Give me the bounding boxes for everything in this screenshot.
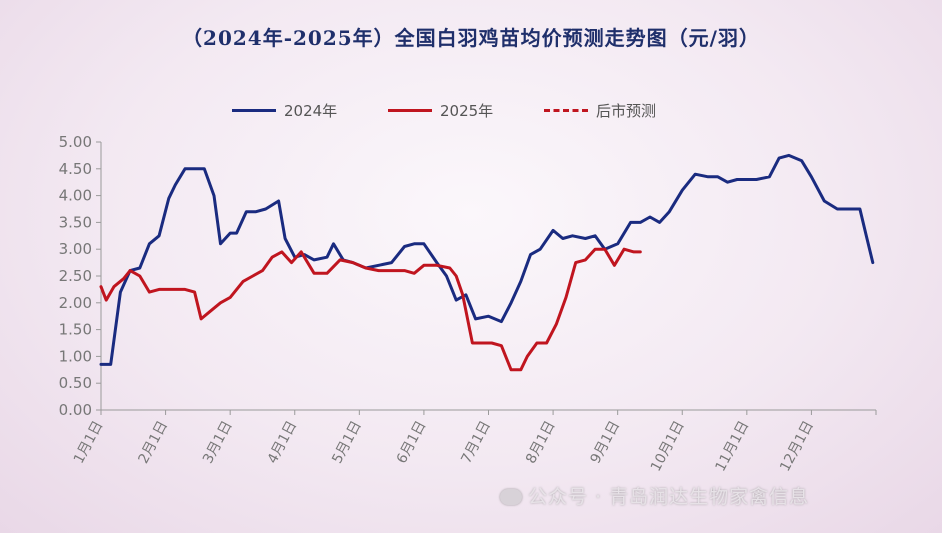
x-tick-label: 8月1日	[523, 418, 559, 466]
y-tick-label: 4.00	[59, 187, 92, 205]
x-tick-label: 2月1日	[135, 418, 171, 466]
x-tick-label: 5月1日	[329, 418, 365, 466]
legend-item-forecast: 后市预测	[544, 100, 656, 121]
y-tick-label: 1.00	[59, 347, 92, 365]
legend-swatch-2024	[232, 109, 276, 112]
y-tick-label: 0.50	[59, 374, 92, 392]
legend-swatch-2025	[388, 109, 432, 112]
y-tick-label: 3.00	[59, 240, 92, 258]
legend-swatch-forecast	[544, 109, 588, 112]
x-tick-label: 1月1日	[71, 418, 107, 466]
y-tick-label: 0.00	[59, 401, 92, 419]
x-tick-label: 11月1日	[713, 418, 753, 474]
x-tick-label: 6月1日	[394, 418, 430, 466]
x-tick-label: 12月1日	[777, 418, 817, 474]
x-tick-label: 4月1日	[265, 418, 301, 466]
watermark-text: 公众号 · 青岛润达生物家禽信息	[528, 486, 810, 508]
y-tick-label: 3.50	[59, 213, 92, 231]
watermark: 公众号 · 青岛润达生物家禽信息	[500, 482, 809, 509]
x-tick-label: 7月1日	[458, 418, 494, 466]
legend-label-forecast: 后市预测	[596, 102, 657, 120]
x-tick-label: 9月1日	[588, 418, 624, 466]
legend-label-2024: 2024年	[284, 102, 338, 120]
legend-item-2024: 2024年	[232, 100, 337, 121]
wechat-icon	[500, 489, 522, 505]
series-line-2024	[99, 153, 875, 366]
series-line-2025	[99, 247, 642, 372]
legend-item-2025: 2025年	[388, 100, 493, 121]
legend: 2024年 2025年 后市预测	[0, 100, 942, 122]
x-tick-label: 3月1日	[200, 418, 236, 466]
x-tick-label: 10月1日	[648, 418, 688, 474]
y-tick-label: 5.00	[59, 133, 92, 151]
legend-label-2025: 2025年	[440, 102, 494, 120]
y-tick-label: 4.50	[59, 160, 92, 178]
y-tick-label: 2.50	[59, 267, 92, 285]
y-tick-label: 1.50	[59, 321, 92, 339]
chart-title: （2024年-2025年）全国白羽鸡苗均价预测走势图（元/羽）	[182, 26, 760, 50]
y-tick-label: 2.00	[59, 294, 92, 312]
